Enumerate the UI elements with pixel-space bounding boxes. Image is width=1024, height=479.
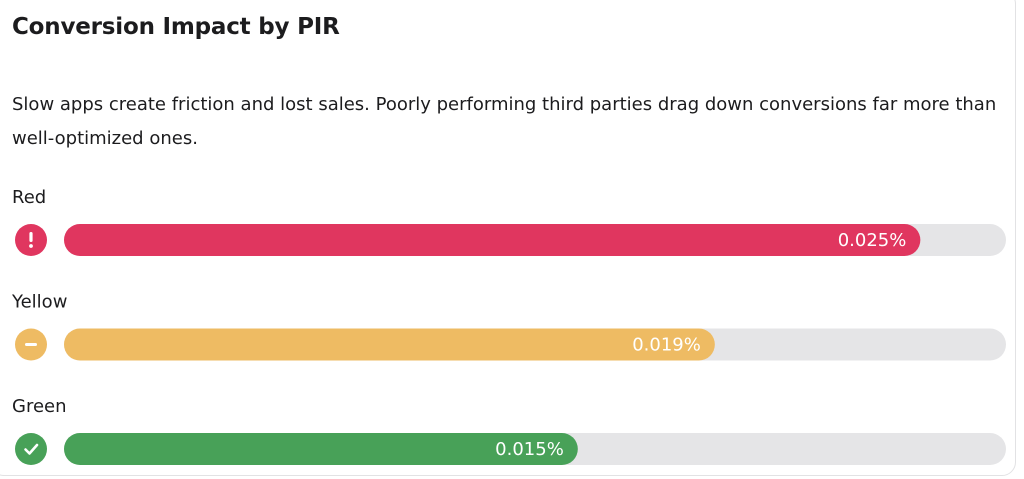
value-label: 0.019% — [632, 335, 701, 356]
category-label: Green — [12, 396, 67, 417]
icon-glyph — [25, 343, 37, 346]
icon-glyph — [24, 443, 39, 455]
chart-title: Conversion Impact by PIR — [12, 14, 340, 40]
icon-glyph — [29, 232, 33, 242]
icon-glyph — [29, 244, 33, 248]
status-icon — [15, 433, 47, 465]
bar — [64, 328, 715, 361]
value-label: 0.015% — [495, 439, 564, 460]
value-label: 0.025% — [838, 230, 907, 251]
status-icon — [15, 328, 47, 361]
bar — [64, 433, 578, 465]
category-label: Yellow — [11, 292, 67, 313]
category-label: Red — [12, 187, 46, 208]
chart-subtitle: Slow apps create friction and lost sales… — [12, 94, 997, 149]
icon-circle — [15, 433, 47, 465]
status-icon — [15, 224, 47, 256]
chart: Red 0.025% Yellow 0.019% Green 0.015% — [11, 187, 1006, 465]
bar — [64, 224, 921, 256]
